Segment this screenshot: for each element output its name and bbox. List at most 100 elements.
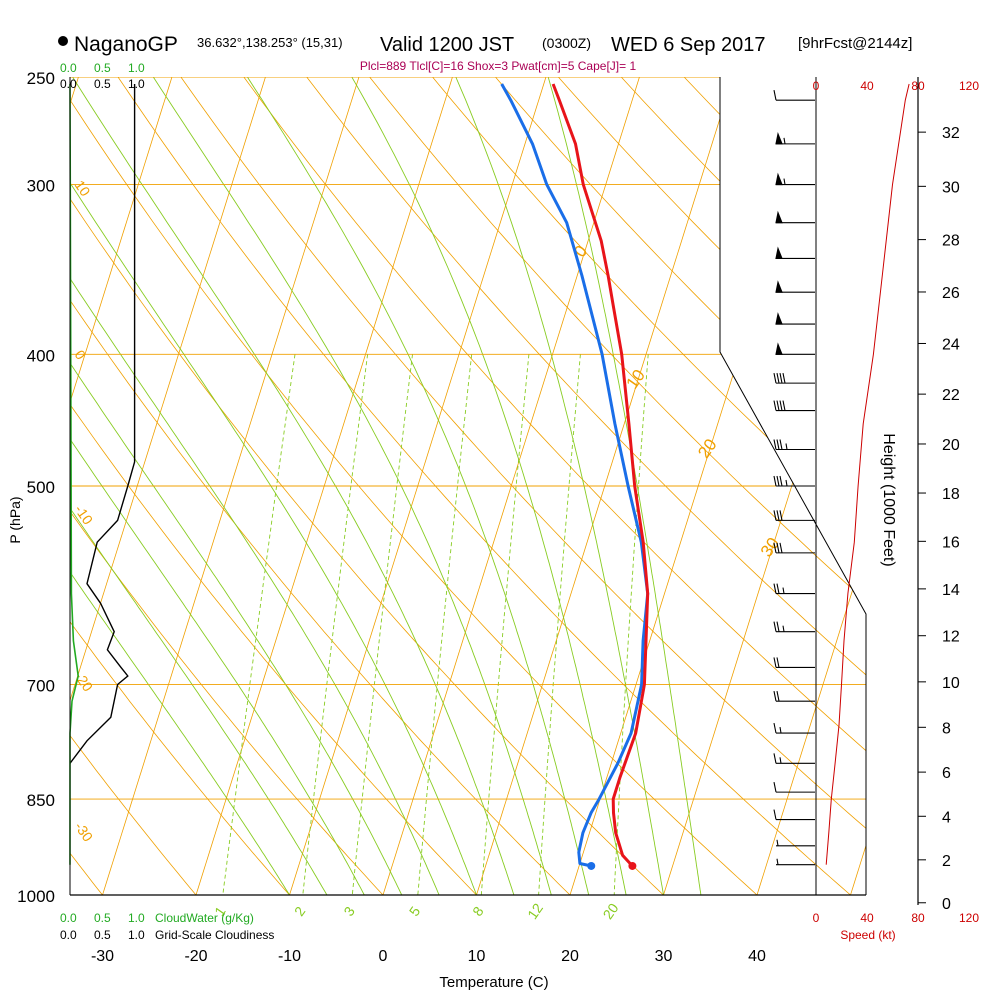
dry-adiabat-line xyxy=(117,77,851,895)
background-lines xyxy=(70,77,866,895)
temperature-tick-label: -30 xyxy=(91,948,114,965)
pressure-tick-label: 400 xyxy=(27,346,55,365)
cloudwater-scale-bottom-1: 0.5 xyxy=(94,911,111,925)
wind-barb-flag xyxy=(776,583,780,594)
station-dot-icon xyxy=(58,36,68,46)
isotherm-line xyxy=(70,77,173,895)
height-tick-label: 28 xyxy=(942,233,960,250)
dry-adiabat-line xyxy=(180,77,866,895)
mixing-ratio-line xyxy=(222,354,296,895)
wind-barb-flag xyxy=(773,782,777,793)
temperature-tick-labels: -30 -20 -10 0 10 20 30 40 xyxy=(91,948,766,965)
wind-barb-flag xyxy=(779,510,783,521)
mixing-ratio-lines xyxy=(222,354,649,895)
dry-adiabat-line xyxy=(369,77,866,895)
mixing-ratio-label: 3 xyxy=(340,903,358,919)
wind-barb-halfflag xyxy=(785,479,788,487)
height-tick-label: 22 xyxy=(942,387,960,404)
isotherm-line xyxy=(756,77,866,895)
valid-time: Valid 1200 JST xyxy=(380,34,514,56)
temperature-tick-label: -10 xyxy=(278,948,301,965)
moist-adiabat-line xyxy=(70,77,403,895)
mixing-ratio-label: 5 xyxy=(406,903,424,919)
dry-adiabat-line xyxy=(70,77,758,895)
dry-adiabat-line xyxy=(70,77,197,895)
speed-tick-top-1: 40 xyxy=(860,79,874,93)
cloudiness-profile xyxy=(69,84,136,764)
speed-tick-bottom-1: 40 xyxy=(860,911,874,925)
wind-barb-halfflag xyxy=(776,839,779,846)
pressure-tick-label: 1000 xyxy=(17,887,55,906)
height-tick-label: 14 xyxy=(942,582,960,599)
wind-barb-flag xyxy=(773,657,777,668)
height-tick-label: 0 xyxy=(942,896,951,913)
wind-barb-flag xyxy=(773,439,777,450)
height-axis-title: Height (1000 Feet) xyxy=(880,433,897,566)
height-tick-label: 32 xyxy=(942,125,960,142)
temperature-tick-label: 10 xyxy=(468,948,486,965)
stability-indices: Plcl=889 Tlcl[C]=16 Shox=3 Pwat[cm]=5 Ca… xyxy=(360,59,637,73)
wind-barb-halfflag xyxy=(785,443,788,450)
wind-barb-pennant xyxy=(775,280,783,293)
wind-barb-flag xyxy=(776,400,780,411)
pressure-tick-label: 250 xyxy=(27,69,55,88)
speed-tick-top-3: 120 xyxy=(959,79,979,93)
station-name: NaganoGP xyxy=(74,33,178,56)
dry-adiabat-label: 10 xyxy=(72,177,94,199)
temperature-tick-label: 20 xyxy=(561,948,579,965)
wind-barb-halfflag xyxy=(779,757,782,764)
temperature-tick-label: -20 xyxy=(184,948,207,965)
cloudiness-scale-bottom-2: 1.0 xyxy=(128,928,145,942)
dry-adiabat-line xyxy=(70,77,290,895)
wind-barb-pennant xyxy=(775,131,783,145)
zulu-time: (0300Z) xyxy=(542,35,591,51)
isobars xyxy=(70,77,866,895)
pressure-axis-title: P (hPa) xyxy=(7,496,23,543)
wind-barb-flag xyxy=(773,510,777,521)
wind-barb-flag xyxy=(776,542,780,553)
height-tick-label: 30 xyxy=(942,179,960,196)
wind-barb-flag xyxy=(776,510,780,521)
wind-barb-flag xyxy=(773,400,777,411)
mixing-ratio-label: 2 xyxy=(291,903,309,919)
isotherm-label: 20 xyxy=(694,435,720,461)
wind-barb-flag xyxy=(779,475,783,487)
station-coords: 36.632°,138.253° (15,31) xyxy=(197,35,343,50)
cloudwater-scale-top-1: 0.5 xyxy=(94,61,111,75)
wind-barb-flag xyxy=(773,621,777,632)
temperature-tick-label: 0 xyxy=(379,948,388,965)
height-tick-label: 4 xyxy=(942,809,951,826)
wind-barb-flag xyxy=(773,475,777,487)
height-tick-label: 12 xyxy=(942,629,960,646)
dry-adiabat-line xyxy=(70,77,664,895)
wind-barb-pennant xyxy=(775,342,783,355)
height-tick-label: 20 xyxy=(942,437,960,454)
wind-barb-flag xyxy=(773,722,777,734)
dry-adiabat-label: 0 xyxy=(72,347,90,363)
temperature-profile xyxy=(551,83,650,868)
wind-barb-flag xyxy=(773,542,777,553)
cloud-scale-bottom: 0.0 0.5 1.0 CloudWater (g/Kg) 0.0 0.5 1.… xyxy=(60,911,274,942)
wind-barb-flag xyxy=(782,373,786,384)
dry-adiabat-line xyxy=(495,77,866,895)
moist-adiabat-line xyxy=(247,77,590,895)
surface-dewpoint-marker xyxy=(587,861,596,870)
moist-adiabat-line xyxy=(70,77,477,895)
cloudiness-scale-top-1: 0.5 xyxy=(94,77,111,91)
wind-barb-pennant xyxy=(775,312,783,325)
wind-barb-pennant xyxy=(775,210,783,224)
height-tick-label: 24 xyxy=(942,336,960,353)
valid-date: WED 6 Sep 2017 xyxy=(611,34,766,56)
dry-adiabat-line xyxy=(243,77,866,895)
wind-barb-flag xyxy=(773,90,777,101)
isotherm-label: 30 xyxy=(757,534,783,560)
moist-adiabat-line xyxy=(70,77,440,895)
speed-axis-label: Speed (kt) xyxy=(840,928,895,942)
cloudiness-scale-bottom-0: 0.0 xyxy=(60,928,77,942)
wind-barb-flag xyxy=(773,691,777,702)
wind-barb-halfflag xyxy=(779,726,782,734)
wind-barb-flag xyxy=(776,373,780,384)
